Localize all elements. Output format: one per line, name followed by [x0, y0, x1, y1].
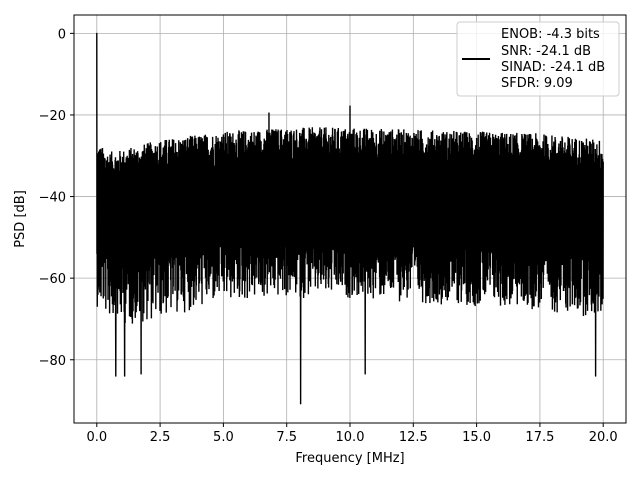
x-tick-label: 7.5 [276, 430, 297, 445]
y-tick-label: −80 [39, 354, 66, 369]
psd-dip-point [364, 373, 366, 375]
x-axis-label: Frequency [MHz] [295, 451, 404, 466]
axis-ticks: 0.0 2.5 5.0 7.5 10.0 12.5 15.0 17.5 20.0 0 −20 −40 −… [39, 27, 618, 445]
y-tick-label: −40 [39, 191, 66, 206]
x-tick-label: 20.0 [589, 430, 618, 445]
legend-line-snr: SNR: -24.1 dB [501, 44, 591, 59]
y-tick-label: −60 [39, 272, 66, 287]
psd-peak-point [96, 32, 98, 34]
x-tick-label: 10.0 [336, 430, 365, 445]
legend-line-enob: ENOB: -4.3 bits [501, 27, 600, 42]
y-tick-label: 0 [58, 27, 66, 42]
psd-dip-point [140, 373, 142, 375]
x-tick-label: 5.0 [213, 430, 234, 445]
y-axis-label: PSD [dB] [13, 190, 28, 248]
x-tick-label: 0.0 [86, 430, 107, 445]
legend: ENOB: -4.3 bits SNR: -24.1 dB SINAD: -24… [456, 21, 620, 97]
y-tick-label: −20 [39, 109, 66, 124]
x-tick-label: 2.5 [150, 430, 171, 445]
x-tick-label: 17.5 [525, 430, 554, 445]
psd-dip-point [115, 375, 117, 377]
legend-box [456, 21, 620, 97]
psd-trace-group [96, 32, 604, 405]
x-tick-label: 15.0 [462, 430, 491, 445]
x-tick-label: 12.5 [399, 430, 428, 445]
psd-dip-point [124, 375, 126, 377]
psd-peak-point [268, 112, 270, 114]
psd-peak-point [349, 105, 351, 107]
psd-dip-point [595, 375, 597, 377]
legend-line-sinad: SINAD: -24.1 dB [501, 60, 605, 75]
psd-dip-point [300, 403, 302, 405]
legend-line-sfdr: SFDR: 9.09 [501, 76, 573, 91]
